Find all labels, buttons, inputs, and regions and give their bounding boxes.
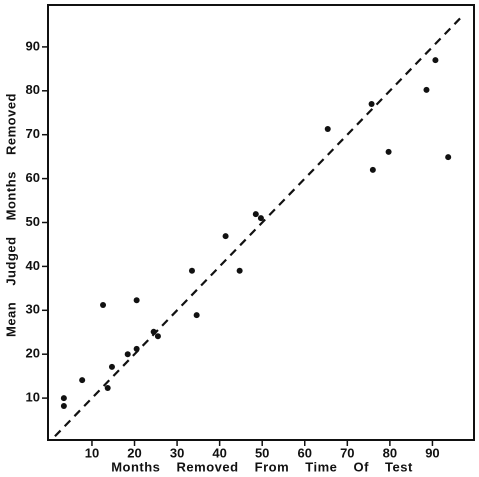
x-tick-label: 90 <box>425 445 439 460</box>
x-axis-label: Months Removed From Time Of Test <box>111 459 413 474</box>
data-point <box>432 57 439 64</box>
y-tick-label: 80 <box>26 82 40 97</box>
data-point <box>133 345 140 352</box>
y-tick-label: 90 <box>26 38 40 53</box>
y-tick-label: 40 <box>26 258 40 273</box>
y-tick-label: 30 <box>26 302 40 317</box>
y-tick-label: 20 <box>26 346 40 361</box>
y-tick-label: 50 <box>26 214 40 229</box>
x-tick-label: 80 <box>383 445 397 460</box>
x-tick-label: 10 <box>85 445 99 460</box>
data-point <box>133 297 140 304</box>
data-point <box>236 267 243 274</box>
data-point <box>104 385 111 392</box>
data-point <box>60 395 67 402</box>
data-point <box>423 86 430 93</box>
data-point <box>222 233 229 240</box>
x-tick-label: 60 <box>298 445 312 460</box>
data-point <box>79 377 86 384</box>
data-point <box>257 215 264 222</box>
data-point <box>154 333 161 340</box>
x-tick-label: 20 <box>127 445 141 460</box>
data-point <box>369 166 376 173</box>
y-tick-label: 60 <box>26 170 40 185</box>
y-axis-label: Mean Judged Months Removed <box>3 93 18 337</box>
x-tick-label: 40 <box>212 445 226 460</box>
x-tick-label: 50 <box>255 445 269 460</box>
reference-line <box>54 15 464 438</box>
data-point <box>368 100 375 107</box>
data-point <box>252 211 259 218</box>
data-point <box>150 328 157 335</box>
data-point <box>188 267 195 274</box>
x-tick-label: 70 <box>340 445 354 460</box>
data-point <box>385 148 392 155</box>
data-point <box>445 154 452 161</box>
data-point <box>324 125 331 132</box>
data-point <box>124 351 131 358</box>
data-point <box>193 312 200 319</box>
data-point <box>60 403 67 410</box>
data-point <box>108 363 115 370</box>
y-tick-label: 10 <box>26 390 40 405</box>
y-tick-label: 70 <box>26 126 40 141</box>
data-point <box>100 302 107 309</box>
x-tick-label: 30 <box>170 445 184 460</box>
